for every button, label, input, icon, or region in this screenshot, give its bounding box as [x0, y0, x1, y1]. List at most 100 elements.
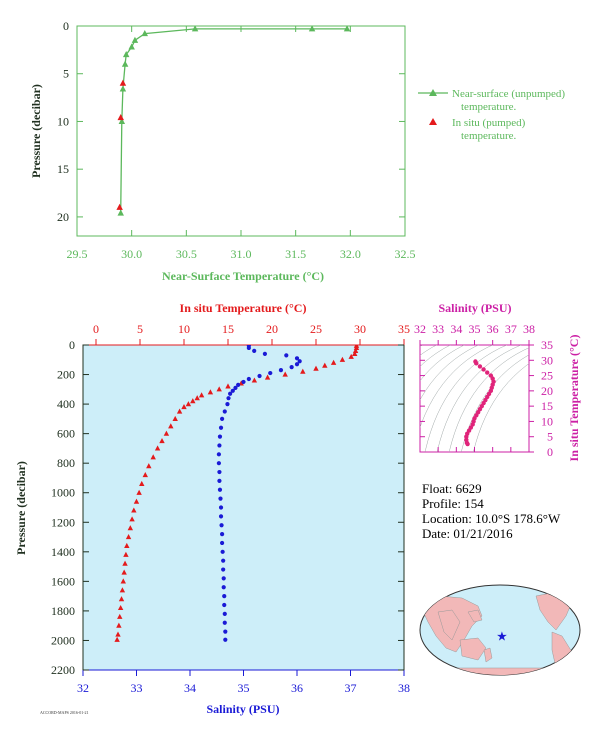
ts-y-tick-label: 30: [541, 353, 553, 367]
ts-point: [464, 434, 469, 439]
ts-density-contour: [420, 345, 438, 356]
salinity-point: [294, 362, 300, 367]
salinity-point: [278, 368, 284, 373]
near-surface-unpumped-point: [141, 30, 149, 37]
profile-value: 154: [464, 496, 484, 511]
salinity-point: [226, 396, 231, 401]
salinity-point: [221, 585, 226, 590]
ts-y-tick-label: 15: [541, 399, 553, 413]
near-surface-y-tick-label: 15: [57, 162, 69, 176]
salinity-x-tick-label: 35: [238, 681, 250, 695]
temperature-x-tick-label: 30: [354, 322, 366, 336]
temperature-point: [115, 631, 121, 637]
ts-y-tick-label: 0: [547, 445, 553, 459]
salinity-point: [222, 594, 227, 599]
profile-y-tick-label: 1200: [51, 515, 75, 529]
ts-density-contour: [420, 345, 466, 382]
salinity-point: [221, 567, 226, 572]
near-surface-pumped-point: [116, 203, 123, 210]
temperature-point: [168, 423, 174, 429]
salinity-point: [218, 496, 223, 501]
salinity-point: [241, 379, 246, 385]
temperature-point: [123, 551, 129, 557]
profile-plot-area: [82, 344, 405, 671]
salinity-x-tick-label: 33: [131, 681, 143, 695]
near-surface-legend: Near-surface (unpumped) temperature. In …: [418, 88, 565, 142]
near-surface-x-tick-label: 30.0: [121, 247, 142, 261]
profile-y-tick-label: 200: [57, 368, 75, 382]
ts-density-contour: [424, 345, 508, 452]
temperature-point: [118, 596, 125, 602]
ts-x-tick-label: 34: [450, 322, 462, 336]
temperature-point: [121, 569, 127, 575]
temperature-point: [117, 604, 124, 611]
temperature-point: [120, 578, 126, 584]
salinity-point: [222, 409, 227, 414]
salinity-point: [217, 434, 223, 439]
ts-x-tick-label: 36: [487, 322, 499, 336]
date-value: 01/21/2016: [453, 526, 513, 541]
temperature-point: [150, 454, 156, 460]
near-surface-plot-frame: [76, 25, 406, 237]
near-surface-marks: [116, 26, 351, 216]
salinity-point: [222, 602, 227, 608]
ts-point: [481, 367, 486, 372]
temperature-x-tick-label: 35: [398, 322, 410, 336]
profile-y-tick-label: 1800: [51, 604, 75, 618]
temperature-point: [185, 401, 192, 407]
temperature-point: [146, 463, 152, 469]
temperature-x-tick-label: 10: [178, 322, 190, 336]
salinity-x-ticks: 32 33 34 35 36 37 38: [77, 670, 410, 695]
ts-marks: [464, 359, 496, 447]
temperature-x-tick-label: 20: [266, 322, 278, 336]
salinity-point: [252, 348, 257, 354]
temperature-point: [339, 356, 346, 362]
profile-chart: 0 5 10 15 20 25 30 35 32 33 34 35 36 37 38 0 200 400 600…: [14, 301, 410, 716]
temperature-point: [163, 430, 170, 436]
salinity-x-tick-label: 32: [77, 681, 89, 695]
temperature-point: [159, 438, 165, 444]
ts-y-tick-label: 25: [541, 369, 553, 383]
footer-text: ACCORD-MAPS 2016-01-21: [40, 710, 89, 715]
near-surface-x-tick-label: 29.5: [67, 247, 88, 261]
salinity-point: [297, 359, 302, 364]
temperature-point: [117, 613, 123, 619]
temperature-point: [348, 353, 354, 359]
temperature-x-tick-label: 0: [93, 322, 99, 336]
near-surface-y-tick-label: 5: [63, 67, 69, 81]
temperature-point: [131, 507, 137, 513]
salinity-point: [221, 558, 226, 563]
near-surface-unpumped-point: [343, 26, 351, 32]
ts-y-tick-label: 5: [547, 430, 553, 444]
salinity-point: [222, 611, 227, 616]
salinity-point: [294, 356, 300, 361]
ts-point: [477, 364, 483, 369]
ts-y-label: In situ Temperature (°C): [567, 335, 581, 462]
near-surface-x-ticks: 29.5 30.0 30.5 31.0 31.5 32.0 32.5: [67, 26, 416, 261]
ts-x-tick-label: 37: [505, 322, 517, 336]
temperature-x-tick-label: 5: [137, 322, 143, 336]
legend-marker-unpumped: [429, 89, 437, 96]
salinity-point: [230, 388, 235, 393]
float-info-location: Location: 10.0°S 178.6°W: [422, 511, 560, 527]
profile-y-tick-label: 0: [69, 338, 75, 352]
temperature-point: [207, 389, 214, 395]
salinity-point: [236, 382, 241, 387]
salinity-point: [220, 416, 225, 421]
ts-x-tick-label: 35: [469, 322, 481, 336]
temperature-axis-label: In situ Temperature (°C): [180, 301, 307, 315]
near-surface-unpumped-point: [119, 85, 127, 92]
near-surface-y-tick-label: 20: [57, 210, 69, 224]
ts-title: Salinity (PSU): [438, 301, 511, 315]
temperature-point: [352, 347, 359, 354]
temperature-point: [129, 516, 135, 522]
profile-y-tick-label: 2000: [51, 633, 75, 647]
salinity-point: [217, 487, 223, 492]
salinity-point: [217, 443, 222, 448]
salinity-point: [223, 637, 228, 642]
temperature-x-ticks: 0 5 10 15 20 25 30 35: [93, 322, 410, 345]
near-surface-x-tick-label: 31.0: [231, 247, 252, 261]
salinity-point: [284, 353, 289, 358]
